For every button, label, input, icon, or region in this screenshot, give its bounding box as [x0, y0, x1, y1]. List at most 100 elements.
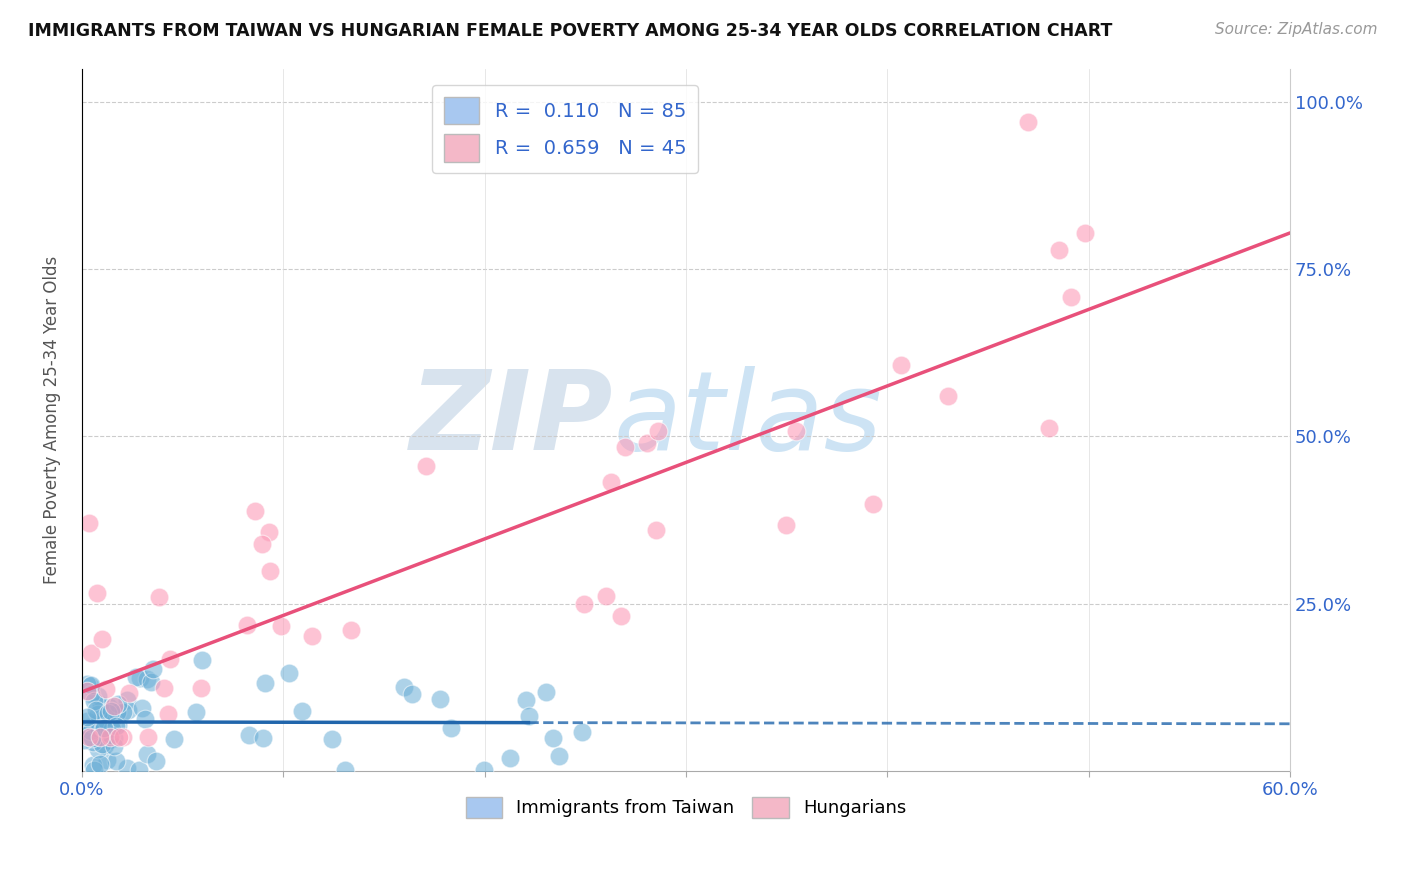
Point	[534, 685, 557, 699]
Point	[93, 721, 115, 735]
Point	[107, 697, 129, 711]
Point	[163, 731, 186, 746]
Point	[117, 703, 139, 717]
Point	[148, 590, 170, 604]
Point	[599, 475, 621, 489]
Point	[647, 424, 669, 438]
Point	[97, 699, 120, 714]
Point	[83, 694, 105, 708]
Point	[91, 737, 114, 751]
Point	[105, 754, 128, 768]
Point	[190, 681, 212, 695]
Point	[89, 722, 111, 736]
Point	[91, 724, 114, 739]
Point	[278, 665, 301, 680]
Point	[574, 597, 596, 611]
Text: Source: ZipAtlas.com: Source: ZipAtlas.com	[1215, 22, 1378, 37]
Point	[97, 706, 120, 721]
Point	[238, 728, 260, 742]
Point	[108, 731, 131, 745]
Point	[77, 731, 100, 745]
Point	[610, 609, 633, 624]
Point	[517, 708, 540, 723]
Point	[80, 646, 103, 660]
Point	[105, 719, 128, 733]
Point	[90, 698, 112, 712]
Point	[80, 677, 103, 691]
Point	[77, 516, 100, 531]
Point	[115, 761, 138, 775]
Point	[94, 730, 117, 744]
Point	[136, 747, 159, 762]
Point	[103, 739, 125, 753]
Point	[301, 629, 323, 643]
Point	[141, 674, 163, 689]
Point	[936, 389, 959, 403]
Point	[321, 732, 343, 747]
Point	[91, 632, 114, 646]
Point	[76, 710, 98, 724]
Point	[87, 707, 110, 722]
Point	[472, 763, 495, 777]
Point	[93, 712, 115, 726]
Point	[124, 670, 146, 684]
Point	[93, 721, 115, 735]
Point	[100, 704, 122, 718]
Point	[243, 504, 266, 518]
Point	[80, 723, 103, 738]
Point	[112, 731, 135, 745]
Point	[103, 698, 125, 713]
Point	[270, 618, 292, 632]
Legend: Immigrants from Taiwan, Hungarians: Immigrants from Taiwan, Hungarians	[458, 789, 914, 825]
Point	[87, 689, 110, 703]
Point	[79, 679, 101, 693]
Point	[156, 706, 179, 721]
Point	[94, 738, 117, 752]
Point	[862, 497, 884, 511]
Point	[571, 725, 593, 739]
Point	[515, 693, 537, 707]
Point	[595, 589, 617, 603]
Text: atlas: atlas	[613, 366, 882, 473]
Point	[236, 618, 259, 632]
Point	[499, 751, 522, 765]
Point	[83, 763, 105, 777]
Point	[340, 623, 363, 637]
Y-axis label: Female Poverty Among 25-34 Year Olds: Female Poverty Among 25-34 Year Olds	[44, 255, 60, 583]
Point	[152, 681, 174, 695]
Point	[250, 536, 273, 550]
Point	[76, 677, 98, 691]
Point	[775, 518, 797, 533]
Text: ZIP: ZIP	[411, 366, 613, 473]
Point	[142, 662, 165, 676]
Point	[785, 425, 807, 439]
Point	[84, 703, 107, 717]
Point	[105, 705, 128, 719]
Point	[100, 722, 122, 736]
Point	[73, 732, 96, 747]
Point	[76, 684, 98, 698]
Point	[82, 758, 104, 772]
Point	[645, 523, 668, 537]
Text: IMMIGRANTS FROM TAIWAN VS HUNGARIAN FEMALE POVERTY AMONG 25-34 YEAR OLDS CORRELA: IMMIGRANTS FROM TAIWAN VS HUNGARIAN FEMA…	[28, 22, 1112, 40]
Point	[77, 721, 100, 735]
Point	[87, 742, 110, 756]
Point	[259, 564, 281, 578]
Point	[96, 707, 118, 722]
Point	[128, 763, 150, 777]
Point	[257, 525, 280, 540]
Point	[105, 706, 128, 721]
Point	[541, 731, 564, 746]
Point	[291, 704, 314, 718]
Point	[636, 436, 658, 450]
Point	[131, 701, 153, 715]
Point	[254, 675, 277, 690]
Point	[129, 671, 152, 685]
Point	[90, 713, 112, 727]
Point	[548, 748, 571, 763]
Point	[76, 714, 98, 728]
Point	[100, 728, 122, 742]
Point	[118, 686, 141, 700]
Point	[82, 734, 104, 748]
Point	[184, 705, 207, 719]
